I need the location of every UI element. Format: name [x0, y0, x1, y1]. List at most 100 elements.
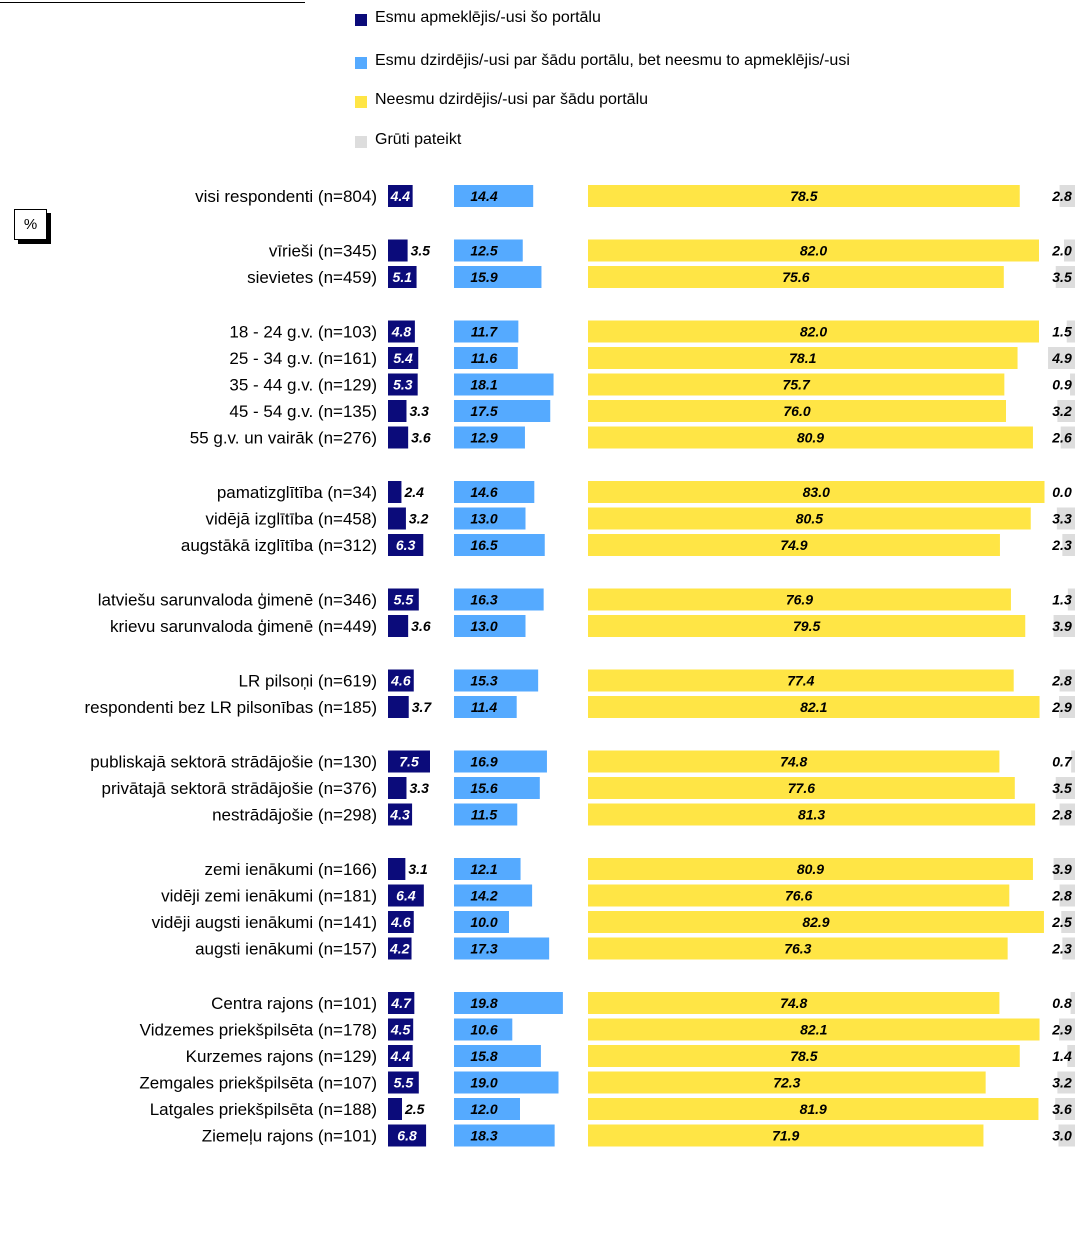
value-label-s1-row-19: 3.1: [408, 861, 428, 877]
category-label-row-1: visi respondenti (n=804): [195, 187, 377, 206]
value-label-s4-row-5: 4.9: [1051, 350, 1072, 366]
category-label-row-6: 35 - 44 g.v. (n=129): [229, 376, 377, 395]
bar-s4-row-17: [1055, 777, 1075, 799]
value-label-s1-row-18: 4.3: [389, 807, 410, 823]
value-label-s3-row-8: 80.9: [797, 430, 824, 446]
value-label-s4-row-15: 2.9: [1051, 699, 1072, 715]
value-label-s2-row-6: 18.1: [470, 377, 497, 393]
value-label-s3-row-1: 78.5: [790, 188, 817, 204]
bar-s1-row-21: [388, 911, 414, 933]
legend-swatch-hard-to-say: [355, 136, 367, 148]
bar-s4-row-11: [1062, 534, 1075, 556]
value-label-s1-row-11: 6.3: [396, 537, 416, 553]
value-label-s3-row-26: 72.3: [773, 1075, 800, 1091]
value-label-s2-row-7: 17.5: [470, 403, 497, 419]
legend-swatch-heard-not-visited: [355, 57, 367, 69]
value-label-s1-row-12: 5.5: [394, 592, 414, 608]
value-label-s3-row-14: 77.4: [787, 673, 814, 689]
category-label-row-17: privātajā sektorā strādājošie (n=376): [102, 779, 377, 798]
bar-s4-row-10: [1056, 507, 1075, 530]
value-label-s2-row-16: 16.9: [470, 754, 497, 770]
category-label-row-8: 55 g.v. un vairāk (n=276): [190, 429, 377, 448]
bar-s3-row-22: [588, 937, 1008, 960]
bar-s1-row-17: [388, 777, 407, 799]
bar-s4-row-22: [1062, 937, 1075, 960]
value-label-s2-row-19: 12.1: [470, 861, 497, 877]
value-label-s2-row-25: 15.8: [470, 1048, 497, 1064]
category-label-row-15: respondenti bez LR pilsonības (n=185): [85, 698, 378, 717]
bar-s3-row-15: [588, 696, 1040, 718]
bar-s3-row-7: [588, 400, 1006, 422]
value-label-s1-row-27: 2.5: [404, 1101, 425, 1117]
bar-s2-row-12: [454, 588, 544, 611]
bar-s2-row-6: [454, 373, 554, 396]
value-label-s2-row-28: 18.3: [470, 1128, 497, 1144]
bar-s4-row-24: [1059, 1018, 1075, 1041]
bar-s3-row-18: [588, 803, 1036, 826]
bar-s1-row-14: [388, 669, 414, 692]
bar-s3-row-25: [588, 1045, 1020, 1067]
category-label-row-16: publiskajā sektorā strādājošie (n=130): [90, 753, 377, 772]
bar-s2-row-3: [454, 266, 542, 288]
value-label-s4-row-8: 2.6: [1051, 430, 1072, 446]
bar-s4-row-2: [1064, 239, 1075, 262]
bar-s4-row-20: [1059, 884, 1075, 907]
legend-label-hard-to-say: Grūti pateikt: [375, 131, 462, 148]
value-label-s4-row-26: 3.2: [1052, 1075, 1072, 1091]
value-label-s1-row-22: 4.2: [389, 941, 410, 957]
bar-s3-row-26: [588, 1071, 986, 1094]
value-label-s3-row-15: 82.1: [800, 699, 827, 715]
value-label-s4-row-3: 3.5: [1052, 269, 1072, 285]
value-label-s1-row-7: 3.3: [409, 403, 429, 419]
value-label-s2-row-5: 11.6: [471, 350, 497, 366]
value-label-s3-row-10: 80.5: [796, 511, 823, 527]
category-label-row-9: pamatizglītība (n=34): [217, 483, 377, 502]
bar-s3-row-8: [588, 426, 1033, 449]
legend-label-visited: Esmu apmeklējis/-usi šo portālu: [375, 9, 601, 26]
category-label-row-7: 45 - 54 g.v. (n=135): [229, 402, 377, 421]
value-label-s1-row-2: 3.5: [411, 243, 431, 259]
value-label-s2-row-24: 10.6: [470, 1022, 497, 1038]
value-label-s2-row-10: 13.0: [470, 511, 497, 527]
value-label-s2-row-17: 15.6: [470, 780, 497, 796]
value-label-s2-row-4: 11.7: [471, 324, 498, 340]
bar-s2-row-2: [454, 239, 523, 262]
value-label-s3-row-6: 75.7: [783, 377, 811, 393]
bar-s3-row-12: [588, 588, 1011, 611]
category-label-row-2: vīrieši (n=345): [269, 242, 377, 261]
value-label-s4-row-20: 2.8: [1051, 888, 1072, 904]
bar-s2-row-11: [454, 534, 545, 556]
value-label-s1-row-17: 3.3: [409, 780, 429, 796]
category-label-row-18: nestrādājošie (n=298): [212, 806, 377, 825]
legend-swatch-visited: [355, 14, 367, 26]
top-rule: [0, 2, 305, 3]
value-label-s4-row-14: 2.8: [1051, 673, 1072, 689]
category-label-row-21: vidēji augsti ienākumi (n=141): [152, 913, 377, 932]
bar-s1-row-8: [388, 426, 409, 449]
value-label-s4-row-6: 0.9: [1052, 377, 1072, 393]
value-label-s1-row-21: 4.6: [390, 914, 411, 930]
value-label-s2-row-14: 15.3: [470, 673, 497, 689]
value-label-s4-row-1: 2.8: [1051, 188, 1072, 204]
value-label-s4-row-9: 0.0: [1052, 484, 1072, 500]
bar-s1-row-4: [388, 320, 415, 343]
category-label-row-3: sievietes (n=459): [247, 268, 377, 287]
value-label-s1-row-23: 4.7: [390, 995, 412, 1011]
bar-s4-row-26: [1057, 1071, 1075, 1094]
value-label-s4-row-4: 1.5: [1052, 324, 1072, 340]
bar-s3-row-20: [588, 884, 1010, 907]
value-label-s3-row-5: 78.1: [789, 350, 816, 366]
category-label-row-28: Ziemeļu rajons (n=101): [202, 1127, 377, 1146]
bar-s2-row-13: [454, 615, 526, 637]
bar-s2-row-26: [454, 1071, 559, 1094]
bar-s4-row-27: [1055, 1098, 1075, 1120]
category-label-row-12: latviešu sarunvaloda ģimenē (n=346): [98, 591, 377, 610]
value-label-s1-row-8: 3.6: [411, 430, 431, 446]
value-label-s3-row-21: 82.9: [802, 914, 829, 930]
value-label-s3-row-12: 76.9: [786, 592, 813, 608]
bar-s1-row-20: [388, 884, 424, 907]
value-label-s4-row-28: 3.0: [1052, 1128, 1072, 1144]
bar-s3-row-14: [588, 669, 1014, 692]
value-label-s1-row-15: 3.7: [412, 699, 433, 715]
value-label-s2-row-3: 15.9: [470, 269, 497, 285]
